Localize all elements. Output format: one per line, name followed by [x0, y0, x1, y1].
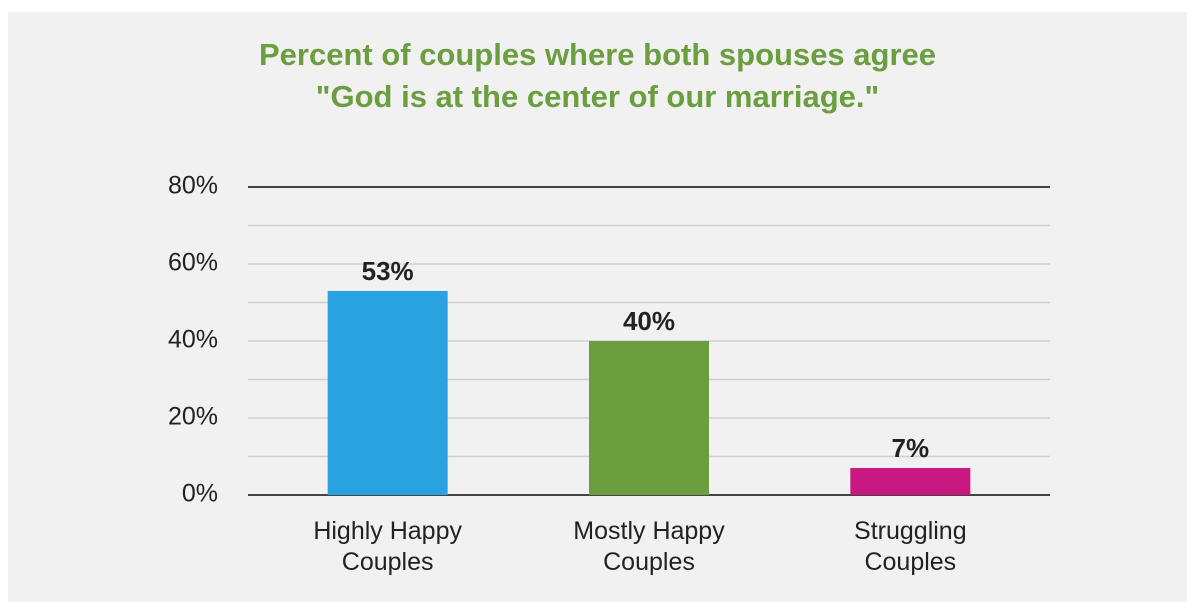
value-label: 40% — [623, 306, 675, 336]
y-tick-label: 40% — [168, 326, 218, 354]
chart-title: Percent of couples where both spouses ag… — [258, 37, 937, 114]
panel — [8, 12, 1187, 602]
bar — [589, 341, 709, 495]
y-tick-label: 0% — [182, 480, 218, 508]
y-tick-label: 20% — [168, 403, 218, 431]
y-tick-label: 80% — [168, 172, 218, 200]
value-label: 53% — [362, 256, 414, 286]
bar — [327, 290, 448, 495]
x-tick-label: Mostly Happy Couples — [573, 517, 725, 576]
x-tick-label: Highly Happy Couples — [313, 517, 462, 576]
y-tick-label: 60% — [168, 249, 218, 277]
x-tick-label: Struggling Couples — [854, 517, 967, 576]
value-label: 7% — [892, 433, 930, 463]
bar — [850, 468, 971, 495]
